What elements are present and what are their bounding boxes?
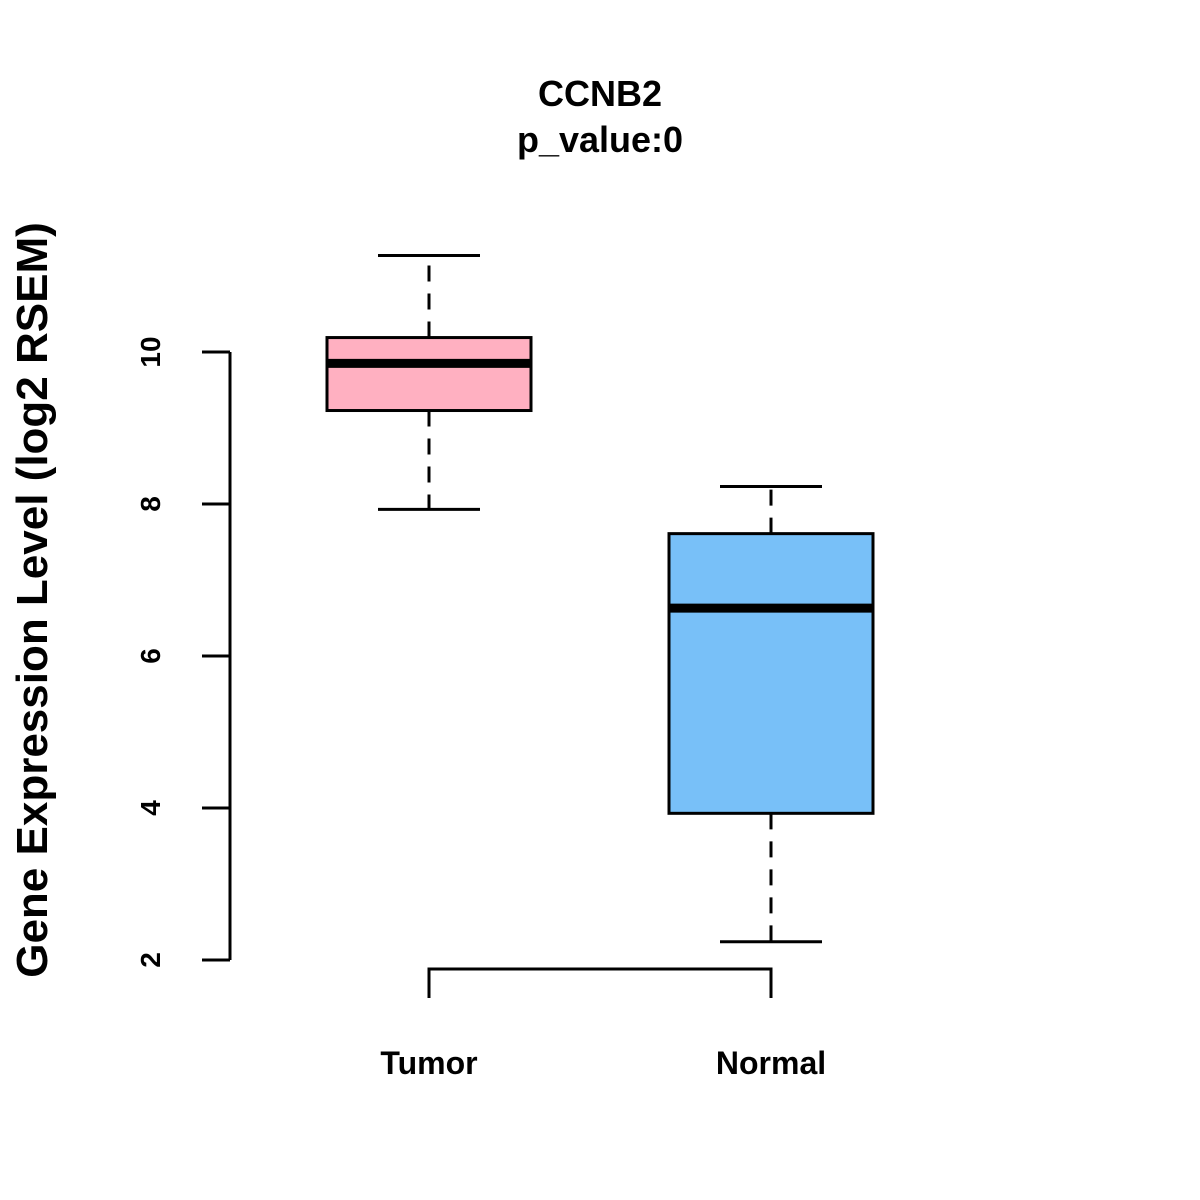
x-label-normal: Normal [716, 1045, 826, 1081]
y-tick-label-2: 2 [135, 952, 166, 968]
bracket-line [427, 967, 773, 998]
y-tick-label-8: 8 [135, 496, 166, 512]
group-bracket [427, 967, 773, 998]
x-label-tumor: Tumor [380, 1045, 477, 1081]
box-body-normal [667, 532, 875, 815]
y-tick-label-6: 6 [135, 648, 166, 664]
chart-subtitle: p_value:0 [517, 119, 683, 160]
boxes-layer [325, 253, 875, 944]
box-tumor [325, 253, 533, 511]
y-tick-label-10: 10 [135, 336, 166, 367]
y-tick-label-4: 4 [135, 800, 166, 816]
box-normal [667, 485, 875, 944]
chart-title: CCNB2 [538, 73, 662, 114]
y-axis-label: Gene Expression Level (log2 RSEM) [8, 222, 57, 978]
x-axis-labels: Tumor Normal [380, 1045, 826, 1081]
y-axis: 2 4 6 8 10 [135, 336, 232, 968]
box-body-tumor [325, 336, 533, 413]
